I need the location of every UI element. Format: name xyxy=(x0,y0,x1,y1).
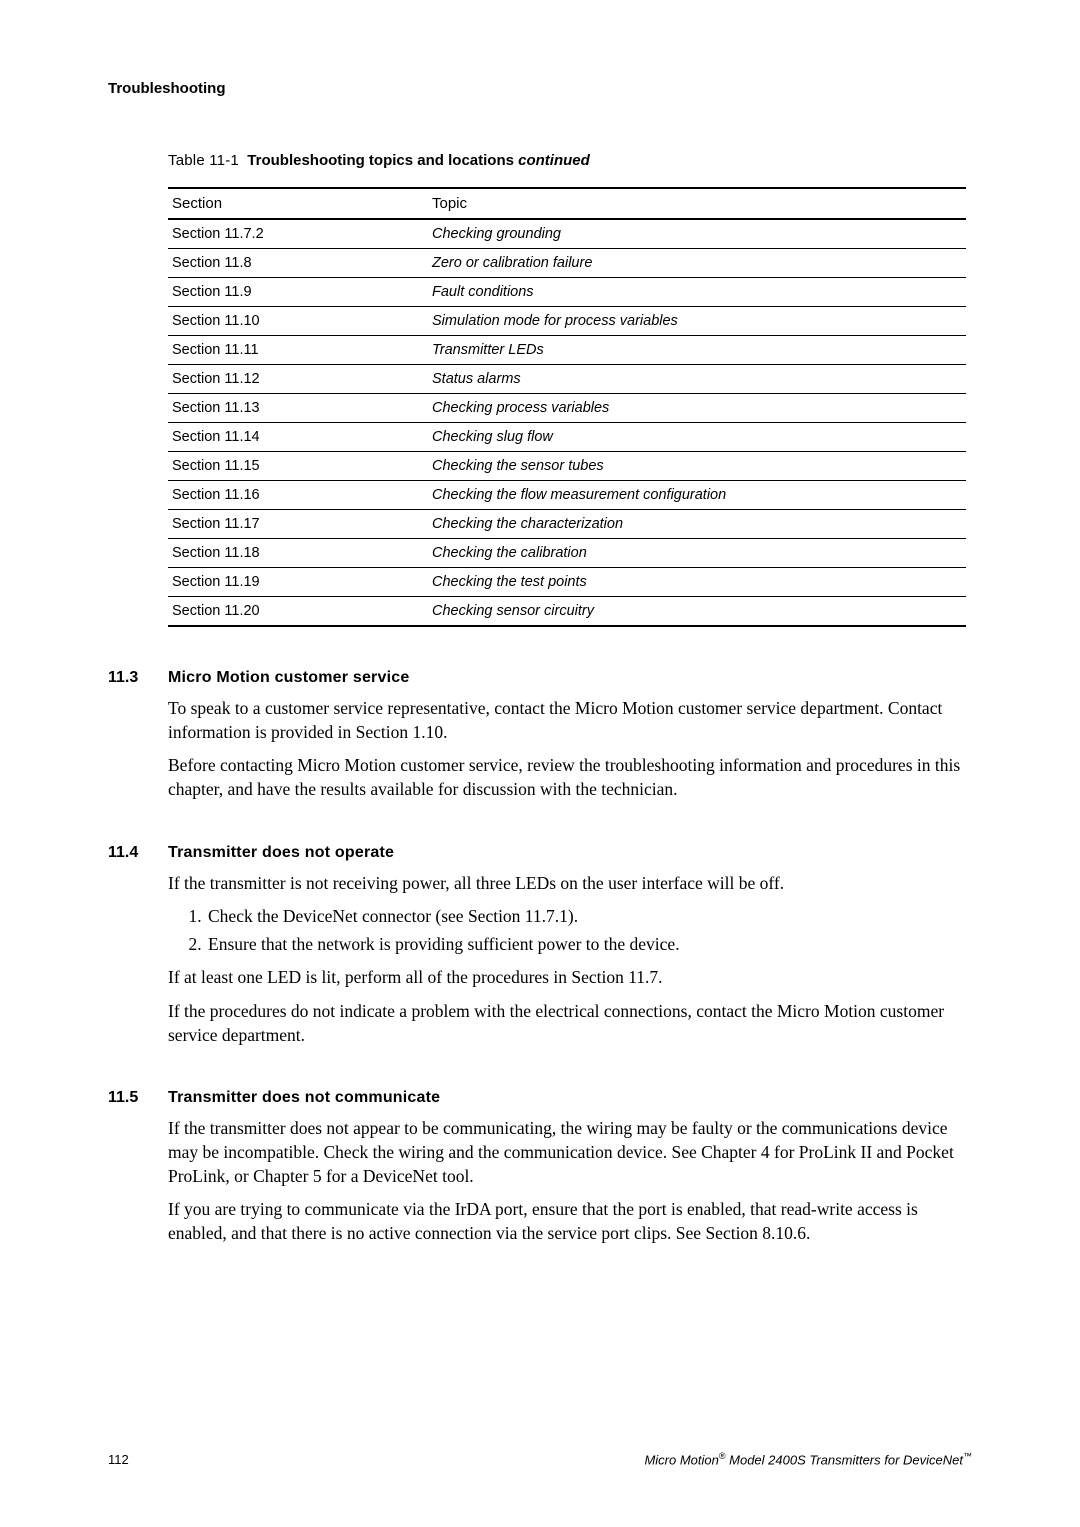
cell-section: Section 11.12 xyxy=(168,365,428,394)
ordered-list: Check the DeviceNet connector (see Secti… xyxy=(206,905,972,956)
tm-mark: ™ xyxy=(963,1451,972,1461)
cell-topic: Checking the flow measurement configurat… xyxy=(428,481,966,510)
section-number: 11.5 xyxy=(108,1089,168,1107)
publication-title: Micro Motion® Model 2400S Transmitters f… xyxy=(644,1451,972,1467)
cell-section: Section 11.8 xyxy=(168,249,428,278)
section-title: Transmitter does not operate xyxy=(168,844,394,862)
paragraph: To speak to a customer service represent… xyxy=(168,697,972,744)
table-row: Section 11.16Checking the flow measureme… xyxy=(168,481,966,510)
col-section: Section xyxy=(168,188,428,219)
paragraph: If the transmitter does not appear to be… xyxy=(168,1117,972,1188)
table-row: Section 11.20Checking sensor circuitry xyxy=(168,597,966,627)
section-number: 11.3 xyxy=(108,669,168,687)
table-row: Section 11.15Checking the sensor tubes xyxy=(168,452,966,481)
cell-section: Section 11.18 xyxy=(168,539,428,568)
cell-topic: Zero or calibration failure xyxy=(428,249,966,278)
section-11-4: 11.4 Transmitter does not operate If the… xyxy=(108,844,972,1048)
paragraph: Before contacting Micro Motion customer … xyxy=(168,754,972,801)
table-row: Section 11.13Checking process variables xyxy=(168,394,966,423)
cell-section: Section 11.9 xyxy=(168,278,428,307)
cell-topic: Checking the characterization xyxy=(428,510,966,539)
cell-section: Section 11.10 xyxy=(168,307,428,336)
cell-section: Section 11.14 xyxy=(168,423,428,452)
cell-topic: Status alarms xyxy=(428,365,966,394)
table-row: Section 11.11Transmitter LEDs xyxy=(168,336,966,365)
cell-section: Section 11.7.2 xyxy=(168,219,428,249)
cell-section: Section 11.17 xyxy=(168,510,428,539)
cell-section: Section 11.20 xyxy=(168,597,428,627)
paragraph: If the procedures do not indicate a prob… xyxy=(168,1000,972,1047)
cell-topic: Transmitter LEDs xyxy=(428,336,966,365)
cell-topic: Simulation mode for process variables xyxy=(428,307,966,336)
paragraph: If at least one LED is lit, perform all … xyxy=(168,966,972,990)
cell-section: Section 11.13 xyxy=(168,394,428,423)
table-row: Section 11.19Checking the test points xyxy=(168,568,966,597)
cell-topic: Fault conditions xyxy=(428,278,966,307)
topics-table: Section Topic Section 11.7.2Checking gro… xyxy=(168,187,966,627)
list-item: Check the DeviceNet connector (see Secti… xyxy=(206,905,972,929)
section-title: Micro Motion customer service xyxy=(168,669,409,687)
pub-mid: Model 2400S Transmitters for DeviceNet xyxy=(726,1452,963,1467)
page: Troubleshooting Table 11-1 Troubleshooti… xyxy=(0,0,1080,1527)
cell-topic: Checking grounding xyxy=(428,219,966,249)
cell-topic: Checking the sensor tubes xyxy=(428,452,966,481)
table-label: Table 11-1 xyxy=(168,152,239,169)
table-caption: Table 11-1 Troubleshooting topics and lo… xyxy=(168,152,972,169)
cell-section: Section 11.16 xyxy=(168,481,428,510)
table-row: Section 11.12Status alarms xyxy=(168,365,966,394)
pub-prefix: Micro Motion xyxy=(644,1452,718,1467)
running-head: Troubleshooting xyxy=(108,80,972,97)
col-topic: Topic xyxy=(428,188,966,219)
paragraph: If the transmitter is not receiving powe… xyxy=(168,872,972,896)
section-11-5: 11.5 Transmitter does not communicate If… xyxy=(108,1089,972,1245)
page-footer: 112 Micro Motion® Model 2400S Transmitte… xyxy=(108,1451,972,1467)
cell-section: Section 11.15 xyxy=(168,452,428,481)
section-number: 11.4 xyxy=(108,844,168,862)
table-header-row: Section Topic xyxy=(168,188,966,219)
page-number: 112 xyxy=(108,1452,129,1467)
table-row: Section 11.8Zero or calibration failure xyxy=(168,249,966,278)
section-title: Transmitter does not communicate xyxy=(168,1089,440,1107)
table-title: Troubleshooting topics and locations xyxy=(247,152,514,169)
reg-mark: ® xyxy=(719,1451,726,1461)
table-continued: continued xyxy=(518,152,590,169)
table-row: Section 11.10Simulation mode for process… xyxy=(168,307,966,336)
cell-topic: Checking slug flow xyxy=(428,423,966,452)
cell-section: Section 11.11 xyxy=(168,336,428,365)
table-row: Section 11.17Checking the characterizati… xyxy=(168,510,966,539)
list-item: Ensure that the network is providing suf… xyxy=(206,933,972,957)
cell-topic: Checking the calibration xyxy=(428,539,966,568)
cell-section: Section 11.19 xyxy=(168,568,428,597)
table-row: Section 11.9Fault conditions xyxy=(168,278,966,307)
cell-topic: Checking process variables xyxy=(428,394,966,423)
table-row: Section 11.18Checking the calibration xyxy=(168,539,966,568)
paragraph: If you are trying to communicate via the… xyxy=(168,1198,972,1245)
table-row: Section 11.7.2Checking grounding xyxy=(168,219,966,249)
section-11-3: 11.3 Micro Motion customer service To sp… xyxy=(108,669,972,802)
table-row: Section 11.14Checking slug flow xyxy=(168,423,966,452)
cell-topic: Checking sensor circuitry xyxy=(428,597,966,627)
cell-topic: Checking the test points xyxy=(428,568,966,597)
